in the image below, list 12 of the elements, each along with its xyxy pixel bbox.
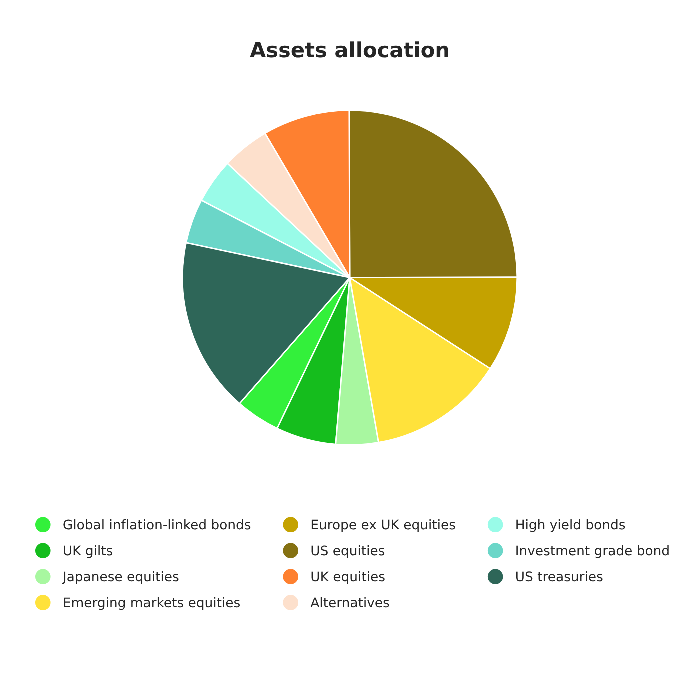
chart-title: Assets allocation [250, 42, 448, 58]
legend-label: High yield bonds [516, 520, 626, 532]
legend-label: US treasuries [516, 571, 603, 582]
legend-label: Emerging markets equities [64, 597, 240, 610]
legend-label: Japanese equities [62, 571, 179, 584]
legend-label: Europe ex UK equities [312, 520, 456, 532]
legend-label: UK equities [312, 571, 385, 584]
legend-label: US equities [312, 545, 385, 558]
legend-label: UK gilts [64, 545, 113, 558]
legend-label: Investment grade bond [516, 545, 669, 558]
legend-label: Alternatives [310, 597, 390, 608]
legend-label: Global inflation-linked bonds [64, 520, 251, 530]
